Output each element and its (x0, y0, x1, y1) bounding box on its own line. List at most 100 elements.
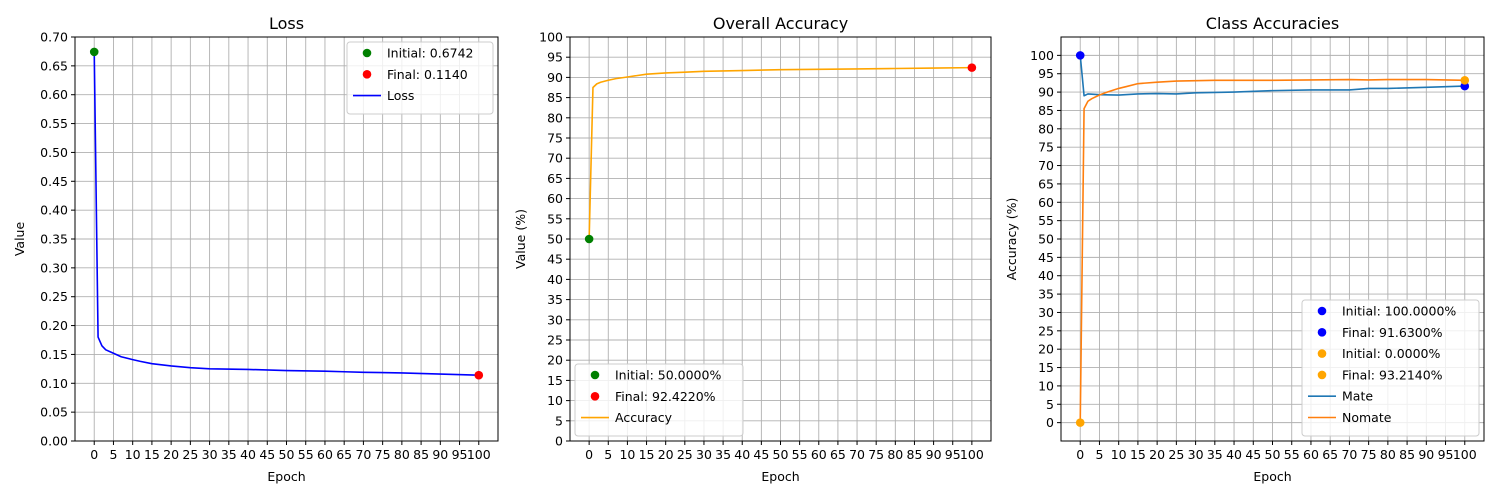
legend-marker-swatch (1317, 370, 1327, 380)
y-tick-label: 65 (1038, 176, 1054, 191)
x-tick-label: 85 (907, 447, 923, 462)
x-tick-label: 5 (604, 447, 612, 462)
legend-label: Mate (1342, 389, 1373, 404)
x-tick-label: 35 (715, 447, 731, 462)
legend-label: Initial: 0.0000% (1342, 346, 1441, 361)
x-tick-label: 25 (677, 447, 693, 462)
x-tick-label: 90 (432, 447, 448, 462)
y-tick-label: 25 (547, 333, 563, 348)
legend: Initial: 0.6742 Final: 0.1140 Loss (346, 41, 494, 115)
y-tick-label: 0.45 (40, 174, 68, 189)
marker-point (1075, 418, 1085, 427)
series-line-nomate (1079, 78, 1465, 423)
x-tick-label: 15 (144, 447, 160, 462)
y-tick-label: 20 (1038, 342, 1054, 357)
x-tick-label: 25 (182, 447, 198, 462)
legend-marker-swatch (590, 370, 600, 380)
legend-marker-swatch (1317, 328, 1327, 337)
x-tick-label: 25 (1168, 447, 1184, 462)
subplot-title: Loss (269, 14, 304, 33)
x-tick-label: 40 (240, 447, 256, 462)
y-tick-label: 85 (1038, 103, 1054, 118)
y-tick-label: 60 (1038, 195, 1054, 210)
subplot-title: Overall Accuracy (713, 14, 848, 33)
legend-marker-swatch (362, 48, 372, 58)
x-tick-label: 85 (1399, 447, 1415, 462)
legend-label: Final: 93.2140% (1342, 367, 1443, 382)
x-axis-label: Epoch (267, 469, 305, 484)
y-tick-label: 70 (547, 151, 563, 166)
grid (75, 36, 498, 442)
y-tick-label: 10 (547, 393, 563, 408)
y-tick-label: 0 (555, 434, 563, 449)
x-tick-label: 35 (221, 447, 237, 462)
x-tick-label: 5 (1095, 447, 1103, 462)
y-tick-label: 40 (1038, 268, 1054, 283)
y-tick-label: 0 (1046, 415, 1054, 430)
legend-marker-swatch (362, 70, 372, 79)
x-tick-label: 100 (467, 447, 491, 462)
x-tick-label: 95 (945, 447, 961, 462)
y-tick-label: 0.30 (40, 260, 68, 275)
y-tick-label: 20 (547, 353, 563, 368)
x-tick-label: 60 (1303, 447, 1319, 462)
y-tick-label: 30 (547, 312, 563, 327)
y-tick-label: 50 (1038, 232, 1054, 247)
x-tick-label: 50 (773, 447, 789, 462)
x-tick-label: 75 (868, 447, 884, 462)
subplot-1: 0 5 10 15 20 25 30 35 40 45 50 55 60 65 70 75 80 85 90 95 10… (12, 14, 499, 484)
y-tick-label: 15 (547, 373, 563, 388)
legend-frame (574, 363, 744, 437)
x-tick-label: 10 (619, 447, 635, 462)
marker-point (584, 234, 594, 244)
x-axis-label: Epoch (1253, 469, 1291, 484)
x-tick-label: 40 (1226, 447, 1242, 462)
x-tick-label: 30 (1188, 447, 1204, 462)
legend-label: Loss (387, 88, 414, 103)
y-tick-label: 0.50 (40, 145, 68, 160)
x-tick-label: 40 (734, 447, 750, 462)
x-tick-label: 0 (1076, 447, 1084, 462)
marker-point (967, 63, 977, 72)
x-tick-label: 65 (830, 447, 846, 462)
x-tick-label: 100 (1453, 447, 1477, 462)
y-tick-label: 5 (555, 413, 563, 428)
y-tick-label: 55 (547, 211, 563, 226)
x-tick-label: 15 (1130, 447, 1146, 462)
y-tick-label: 40 (547, 272, 563, 287)
y-tick-label: 5 (1046, 397, 1054, 412)
series-line-mate (1079, 55, 1465, 97)
legend: Initial: 50.0000% Final: 92.4220% Accuracy (574, 363, 744, 437)
x-tick-label: 50 (1265, 447, 1281, 462)
x-tick-label: 0 (585, 447, 593, 462)
y-tick-label: 55 (1038, 213, 1054, 228)
y-tick-label: 75 (1038, 140, 1054, 155)
x-tick-label: 80 (887, 447, 903, 462)
x-tick-label: 15 (639, 447, 655, 462)
y-tick-label: 95 (1038, 66, 1054, 81)
x-tick-label: 60 (317, 447, 333, 462)
y-axis-label: Value (%) (513, 209, 528, 269)
series-line-accuracy (588, 66, 972, 240)
x-tick-label: 20 (163, 447, 179, 462)
y-tick-label: 80 (547, 110, 563, 125)
y-tick-label: 95 (547, 50, 563, 65)
x-tick-label: 5 (109, 447, 117, 462)
marker-point (1075, 51, 1085, 60)
x-tick-label: 30 (696, 447, 712, 462)
legend-marker-swatch (1317, 349, 1327, 358)
y-tick-label: 0.25 (40, 289, 68, 304)
subplot-title: Class Accuracies (1206, 14, 1339, 33)
y-tick-label: 45 (547, 252, 563, 267)
legend-label: Final: 0.1140 (387, 67, 468, 82)
legend-frame (1301, 299, 1480, 437)
series-line-loss (93, 51, 479, 377)
y-tick-label: 65 (547, 171, 563, 186)
x-tick-label: 45 (1245, 447, 1261, 462)
x-tick-label: 90 (926, 447, 942, 462)
y-tick-label: 75 (547, 131, 563, 146)
legend-marker-swatch (590, 392, 600, 401)
x-tick-label: 55 (298, 447, 314, 462)
x-tick-label: 55 (1284, 447, 1300, 462)
